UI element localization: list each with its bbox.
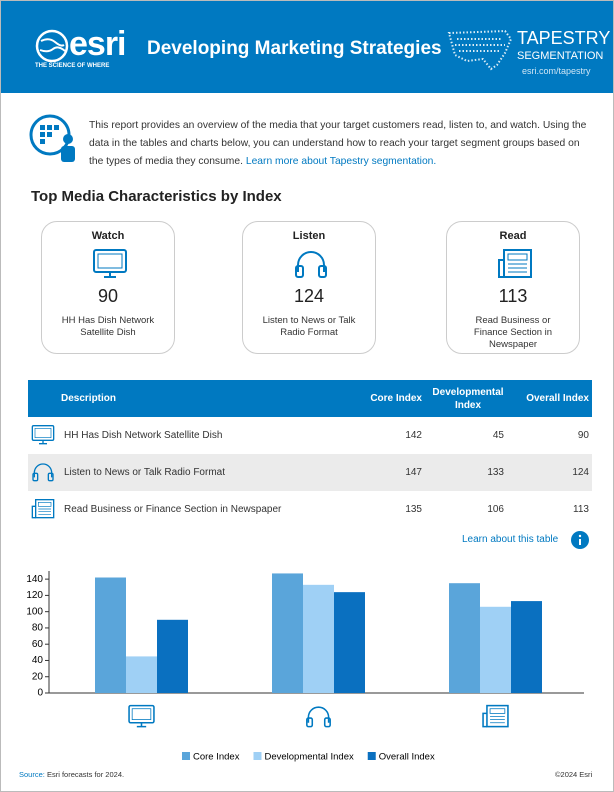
tv-icon <box>128 704 155 728</box>
headphones-icon <box>295 251 327 278</box>
card: Watch 90 HH Has Dish Network Satellite D… <box>41 221 175 354</box>
table-number: 45 <box>492 430 504 441</box>
y-tick-label: 20 <box>32 671 44 682</box>
table-number: 133 <box>487 467 504 478</box>
source-text: Esri forecasts for 2024. <box>46 770 125 779</box>
table-number: 106 <box>487 504 504 515</box>
table-description: HH Has Dish Network Satellite Dish <box>64 430 223 441</box>
table-number: 90 <box>577 430 589 441</box>
card-label: Listen <box>292 230 326 242</box>
footer-source: Source: Esri forecasts for 2024. <box>19 770 124 779</box>
table-description: Listen to News or Talk Radio Format <box>64 467 225 478</box>
bar <box>334 592 365 693</box>
bar <box>157 619 188 693</box>
column-header: Overall Index <box>526 393 589 404</box>
newspaper-icon <box>498 249 532 278</box>
y-tick-label: 120 <box>26 590 43 601</box>
bar <box>126 656 157 693</box>
bar <box>511 601 542 693</box>
table-row: Read Business or Finance Section in News… <box>28 491 592 528</box>
card-value: 113 <box>498 286 528 306</box>
table-row: HH Has Dish Network Satellite Dish 142 45 9… <box>28 417 592 454</box>
card: Read 113 Read Business or Finance Sectio… <box>446 221 580 354</box>
column-header: Core Index <box>370 393 422 404</box>
newspaper-icon <box>31 498 55 519</box>
card-label: Watch <box>91 230 125 242</box>
tv-icon <box>93 249 127 278</box>
intro-text: This report provides an overview of the … <box>89 120 587 167</box>
legend-swatch <box>182 752 190 760</box>
chart: 0 20 40 60 80 100 120 140 Core Index Developmenta… <box>26 571 584 763</box>
table-number: 135 <box>405 504 422 515</box>
headphones-icon <box>32 463 54 482</box>
intro-icon <box>29 114 75 162</box>
y-tick-label: 100 <box>26 606 43 617</box>
y-tick-label: 80 <box>32 623 44 634</box>
table-link[interactable]: Learn about this table <box>462 534 559 545</box>
newspaper-icon <box>482 704 509 728</box>
brand-line2: SEGMENTATION <box>517 50 604 62</box>
column-header: Description <box>61 393 117 404</box>
legend-label: Developmental Index <box>264 752 353 763</box>
card-description: HH Has Dish Network Satellite Dish <box>61 315 155 338</box>
column-header: Developmental Index <box>432 387 504 411</box>
source-label: Source: <box>19 770 45 779</box>
bar <box>272 573 303 693</box>
table-header: Description Core Index Developmental Ind… <box>28 380 592 417</box>
table-row: Listen to News or Talk Radio Format 147 13… <box>28 454 592 491</box>
legend-label: Overall Index <box>379 752 435 763</box>
logo-text: esri <box>69 25 126 63</box>
intro: This report provides an overview of the … <box>89 117 594 171</box>
card-description: Listen to News or Talk Radio Format <box>262 315 356 338</box>
brand-line1: TAPESTRY <box>517 28 611 48</box>
legend-swatch <box>253 752 262 760</box>
section-title: Top Media Characteristics by Index <box>31 188 282 205</box>
table-number: 142 <box>405 430 422 441</box>
report-title: Developing Marketing Strategies <box>147 38 442 59</box>
card-label: Read <box>499 230 527 242</box>
card-description: Read Business or Finance Section in News… <box>473 315 553 350</box>
logo-tagline: THE SCIENCE OF WHERE <box>35 63 110 69</box>
y-tick-label: 60 <box>32 639 44 650</box>
y-tick-label: 140 <box>26 574 43 585</box>
bar <box>449 583 480 693</box>
card-value: 90 <box>97 286 119 306</box>
y-tick-label: 40 <box>32 655 44 666</box>
table-number: 147 <box>405 467 422 478</box>
esri-globe <box>35 29 69 63</box>
us-map-icon <box>447 29 513 71</box>
brand-url: esri.com/tapestry <box>522 66 591 76</box>
copyright: ©2024 Esri <box>555 770 593 779</box>
table-description: Read Business or Finance Section in News… <box>64 504 282 515</box>
card: Listen 124 Listen to News or Talk Radio … <box>242 221 376 354</box>
bar <box>95 577 126 693</box>
header-bar <box>1 1 613 93</box>
bar <box>303 584 334 693</box>
table-number: 124 <box>572 467 589 478</box>
legend-label: Core Index <box>193 752 240 763</box>
table-number: 113 <box>573 504 589 515</box>
y-tick-label: 0 <box>37 688 43 699</box>
card-value: 124 <box>293 286 325 306</box>
info-icon[interactable] <box>571 531 589 549</box>
headphones-icon <box>306 706 331 728</box>
intro-link[interactable]: Learn more about Tapestry segmentation. <box>245 156 437 167</box>
bar <box>480 606 511 693</box>
tv-icon <box>31 425 55 445</box>
legend-swatch <box>367 752 376 760</box>
